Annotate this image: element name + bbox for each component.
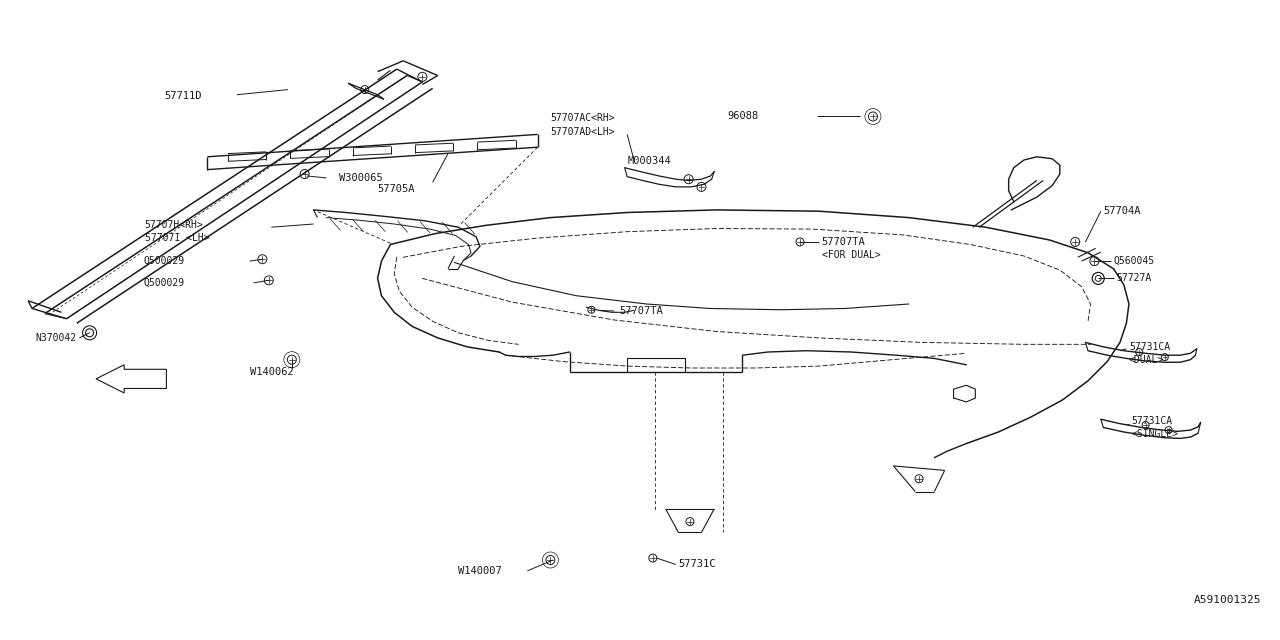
Text: W140007: W140007 [458,566,502,576]
Text: A591001325: A591001325 [1193,595,1261,605]
Text: M000344: M000344 [627,156,671,166]
Text: 57711D: 57711D [164,91,201,101]
Text: 57707AD<LH>: 57707AD<LH> [550,127,614,138]
Text: 57731CA: 57731CA [1129,342,1170,352]
Text: W300065: W300065 [339,173,383,183]
Text: <SINGLE>: <SINGLE> [1132,429,1179,439]
Text: 57704A: 57704A [1103,206,1140,216]
Text: 57727A: 57727A [1116,273,1152,284]
Text: 57707TA: 57707TA [620,306,663,316]
Text: Q560045: Q560045 [1114,256,1155,266]
Polygon shape [96,365,166,393]
Text: 57707AC<RH>: 57707AC<RH> [550,113,614,124]
Text: 57731C: 57731C [678,559,716,570]
Text: FRONT: FRONT [113,374,143,384]
Text: N370042: N370042 [36,333,77,343]
Text: <FOR DUAL>: <FOR DUAL> [822,250,881,260]
Text: 57731CA: 57731CA [1132,416,1172,426]
Text: Q500029: Q500029 [143,278,184,288]
Text: 57707H<RH>: 57707H<RH> [145,220,204,230]
Text: W140062: W140062 [250,367,293,378]
Text: <DUAL>: <DUAL> [1129,355,1165,365]
Text: Q500029: Q500029 [143,256,184,266]
Text: 57707TA: 57707TA [822,237,865,247]
Text: 57705A: 57705A [378,184,415,194]
Text: 57707I <LH>: 57707I <LH> [145,233,209,243]
Text: 96088: 96088 [727,111,758,122]
